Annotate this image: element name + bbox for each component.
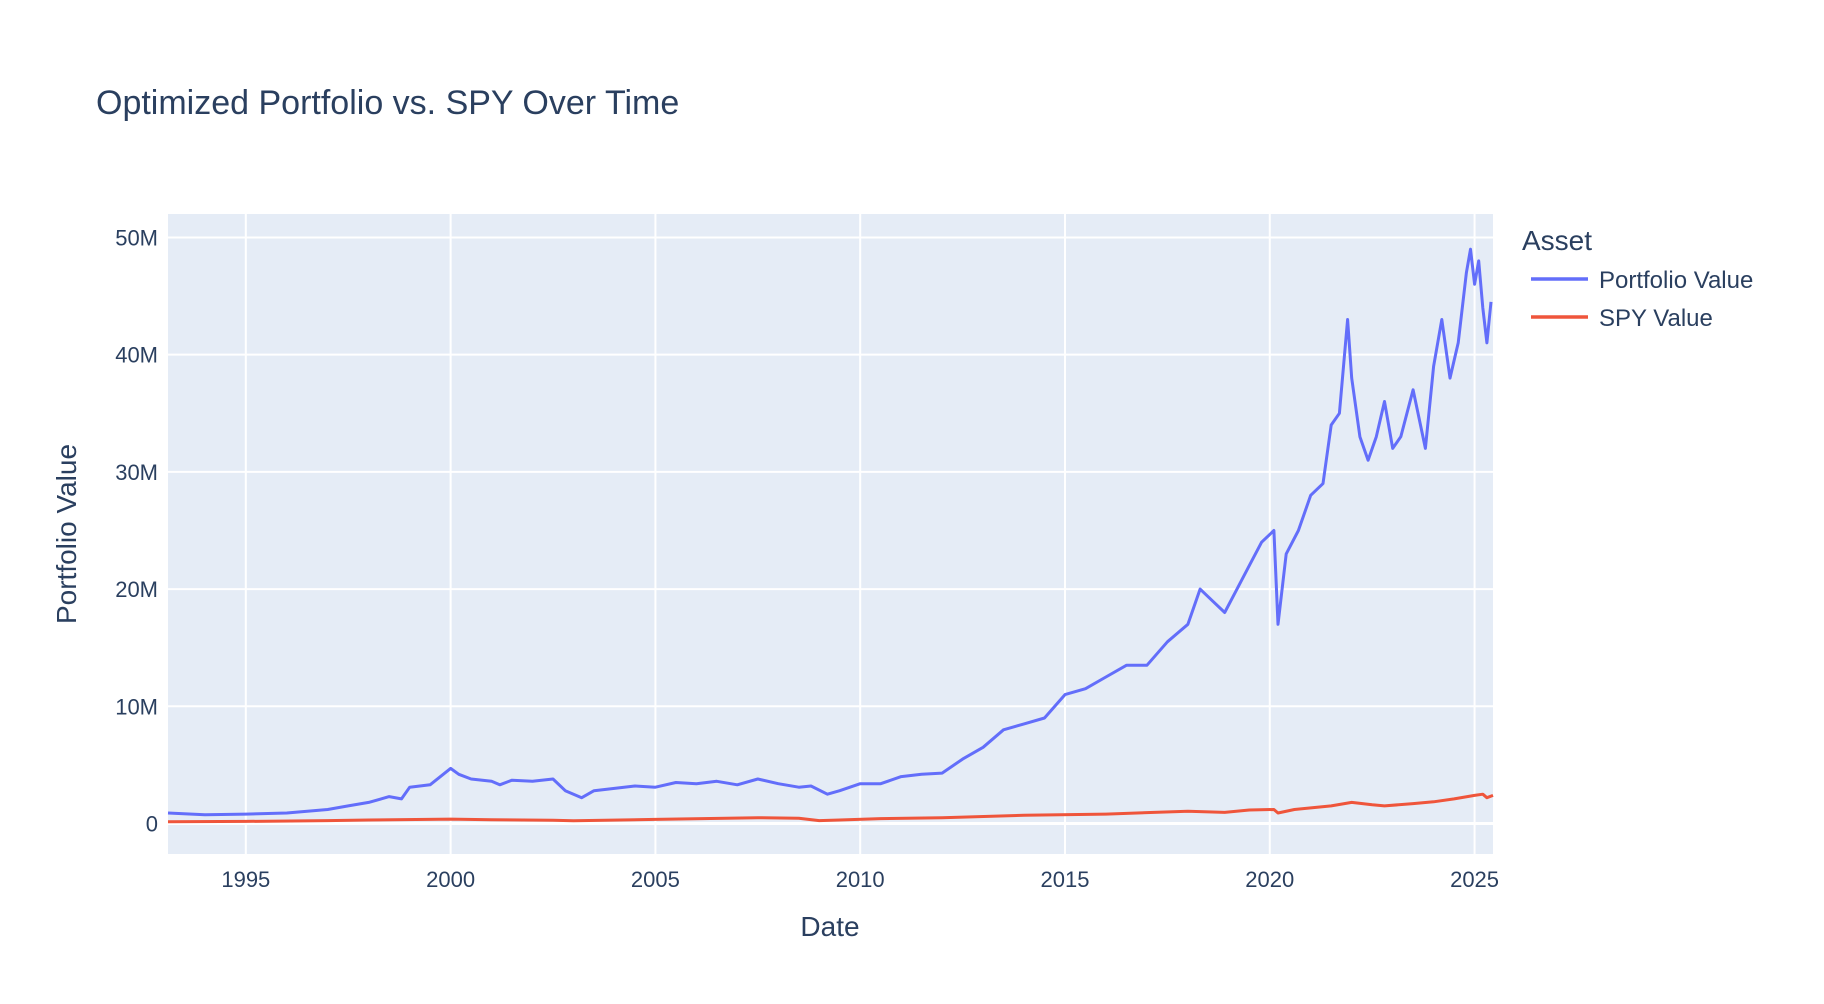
legend-label-spy: SPY Value [1599, 305, 1713, 332]
x-tick-label: 2015 [1041, 867, 1090, 892]
legend-title: Asset [1522, 225, 1592, 256]
series-line-0 [167, 247, 1493, 817]
x-tick-label: 2000 [426, 867, 475, 892]
x-tick-label: 1995 [221, 867, 270, 892]
legend-label-portfolio: Portfolio Value [1599, 267, 1753, 294]
y-tick-label: 0 [146, 812, 158, 837]
legend: Asset Portfolio Value SPY Value [1522, 225, 1753, 332]
y-tick-label: 20M [115, 577, 158, 602]
x-tick-label: 2025 [1450, 867, 1499, 892]
x-tick-label: 2005 [631, 867, 680, 892]
y-tick-label: 30M [115, 460, 158, 485]
legend-item-spy[interactable]: SPY Value [1531, 305, 1713, 332]
y-tick-label: 50M [115, 225, 158, 250]
x-axis-title: Date [800, 911, 859, 942]
legend-item-portfolio[interactable]: Portfolio Value [1531, 267, 1753, 294]
y-axis-title: Portfolio Value [51, 444, 82, 624]
x-tick-label: 2020 [1245, 867, 1294, 892]
plot-area [168, 214, 1493, 854]
series-line-1 [167, 792, 1494, 824]
tick-labels: 1995 2000 2005 2010 2015 2020 2025 0 10M 20M 30M 40… [115, 225, 1499, 892]
x-tick-label: 2010 [836, 867, 885, 892]
chart-title: Optimized Portfolio vs. SPY Over Time [96, 84, 679, 122]
series-layer [167, 247, 1494, 824]
y-tick-label: 40M [115, 343, 158, 368]
y-tick-label: 10M [115, 694, 158, 719]
